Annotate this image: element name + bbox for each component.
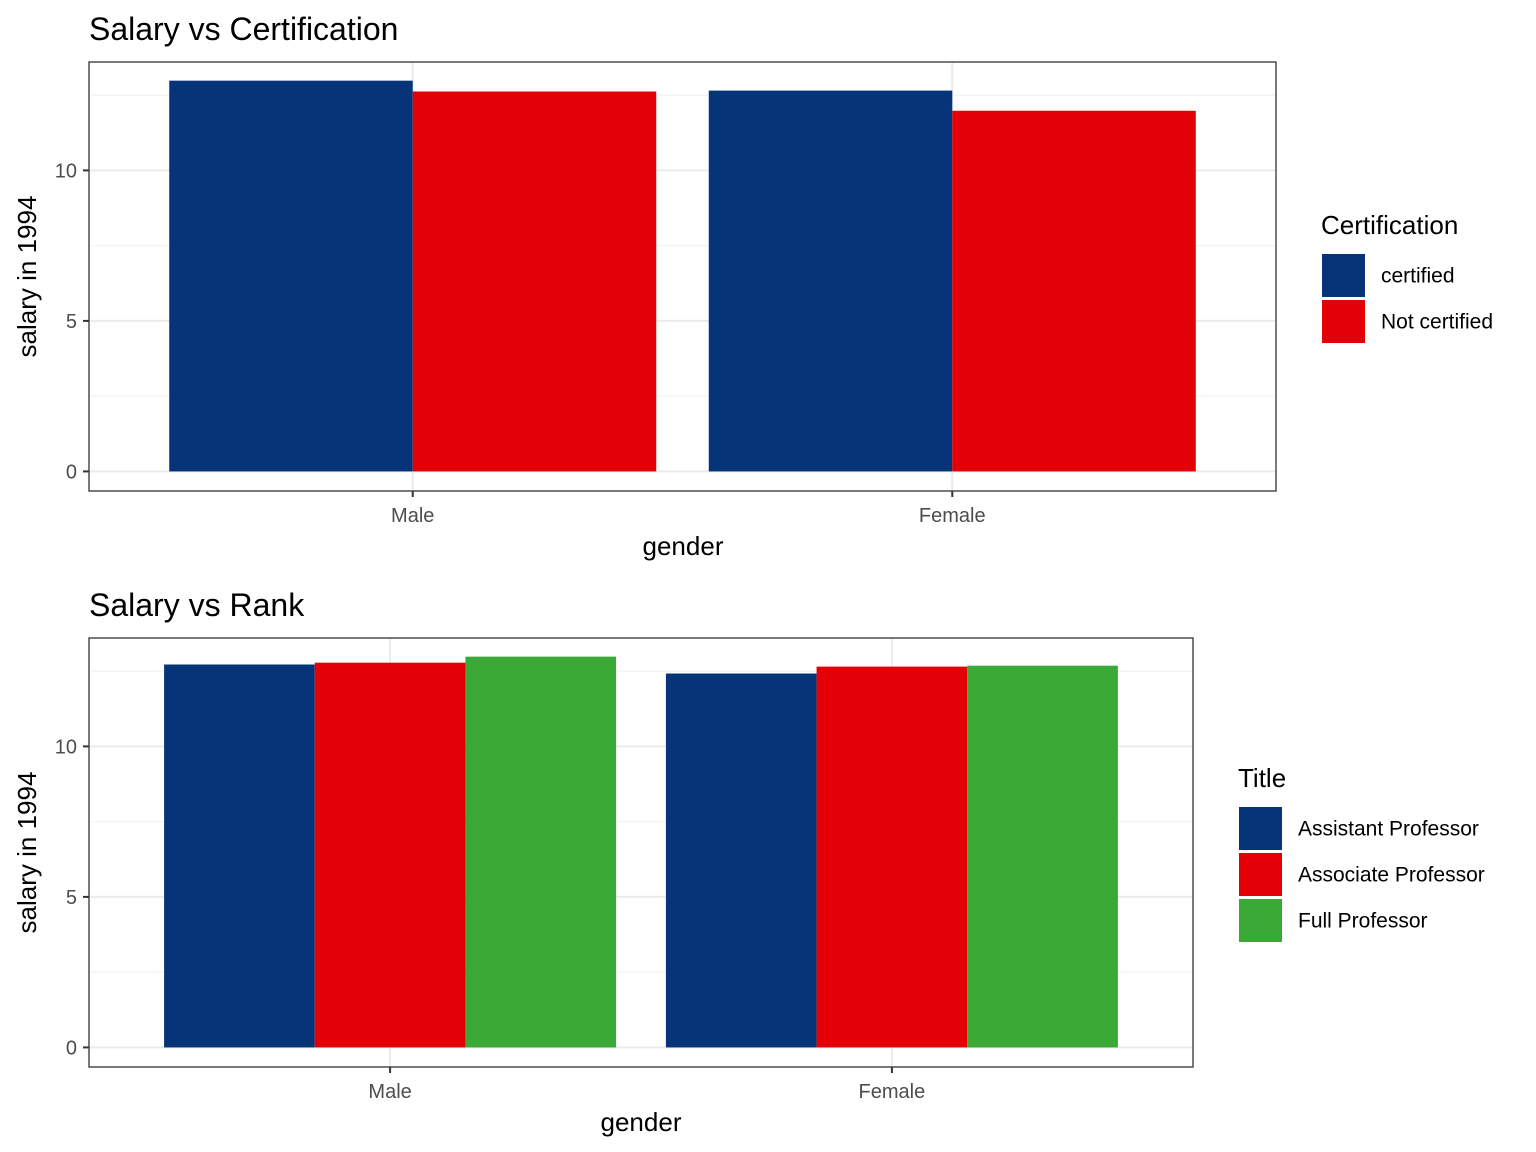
legend: Certification certified Not certified: [1321, 210, 1493, 343]
x-tick-label: Male: [368, 1081, 411, 1103]
panel-border: [88, 637, 1194, 1068]
bar-assistant-professor-female: [665, 673, 817, 1048]
x-axis-title: gender: [643, 531, 724, 561]
y-axis-title: salary in 1994: [12, 772, 42, 934]
bar-assistant-professor-male: [164, 664, 315, 1048]
y-tick-label: 0: [66, 461, 77, 483]
legend-key: [1239, 807, 1282, 850]
x-axis-title: gender: [601, 1107, 682, 1137]
y-tick-label: 5: [66, 887, 77, 909]
y-tick-label: 10: [55, 736, 77, 758]
x-tick-label: Female: [919, 505, 986, 527]
bar-not-certified-female: [952, 110, 1196, 472]
x-tick-label: Female: [859, 1081, 926, 1103]
legend-label: certified: [1381, 265, 1455, 288]
x-tick-label: Male: [391, 505, 434, 527]
chart-2: Salary vs Rank 0 5 10 Male Female gender salary…: [12, 587, 1485, 1137]
bar-associate-professor-male: [314, 662, 466, 1048]
legend-label: Assistant Professor: [1298, 818, 1479, 841]
bar-full-professor-female: [967, 665, 1118, 1048]
bar-associate-professor-female: [816, 666, 968, 1048]
chart-title: Salary vs Rank: [89, 587, 305, 623]
legend-key: [1239, 899, 1282, 942]
chart-1: Salary vs Certification 0 5 10 Male Female gen…: [12, 11, 1493, 561]
panel-border: [88, 61, 1277, 492]
legend: Title Assistant Professor Associate Profes…: [1238, 763, 1485, 942]
bar-certified-female: [708, 90, 953, 472]
bar-certified-male: [169, 80, 413, 472]
y-tick-label: 5: [66, 311, 77, 333]
legend-key: [1322, 254, 1365, 297]
legend-label: Not certified: [1381, 311, 1493, 334]
y-tick-label: 0: [66, 1037, 77, 1059]
y-tick-label: 10: [55, 160, 77, 182]
bar-not-certified-male: [412, 91, 657, 472]
legend-title: Certification: [1321, 210, 1458, 240]
chart-title: Salary vs Certification: [89, 11, 398, 47]
legend-label: Associate Professor: [1298, 864, 1485, 887]
legend-key: [1322, 300, 1365, 343]
y-axis-title: salary in 1994: [12, 196, 42, 358]
bar-full-professor-male: [465, 656, 617, 1048]
legend-key: [1239, 853, 1282, 896]
legend-label: Full Professor: [1298, 910, 1428, 933]
legend-title: Title: [1238, 763, 1286, 793]
